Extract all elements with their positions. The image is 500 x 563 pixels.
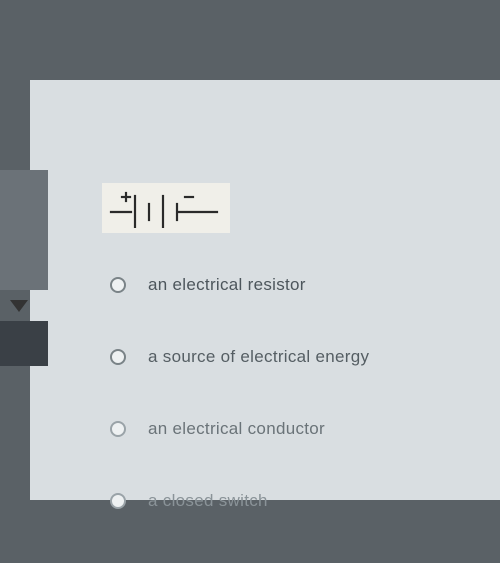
option-row[interactable]: an electrical conductor — [110, 419, 369, 439]
answer-options: an electrical resistor a source of elect… — [110, 275, 369, 563]
sidebar-dark-block — [0, 321, 48, 366]
option-label: an electrical conductor — [148, 419, 325, 439]
radio-icon[interactable] — [110, 493, 126, 509]
chevron-down-icon[interactable] — [10, 300, 28, 312]
radio-icon[interactable] — [110, 349, 126, 365]
battery-symbol-icon — [107, 188, 225, 228]
option-row[interactable]: a closed switch — [110, 491, 369, 511]
left-sidebar-strip — [0, 170, 48, 290]
option-label: an electrical resistor — [148, 275, 306, 295]
radio-icon[interactable] — [110, 421, 126, 437]
circuit-symbol-box — [102, 183, 230, 233]
option-label: a source of electrical energy — [148, 347, 369, 367]
option-label: a closed switch — [148, 491, 268, 511]
question-panel: an electrical resistor a source of elect… — [30, 80, 500, 500]
radio-icon[interactable] — [110, 277, 126, 293]
option-row[interactable]: an electrical resistor — [110, 275, 369, 295]
option-row[interactable]: a source of electrical energy — [110, 347, 369, 367]
